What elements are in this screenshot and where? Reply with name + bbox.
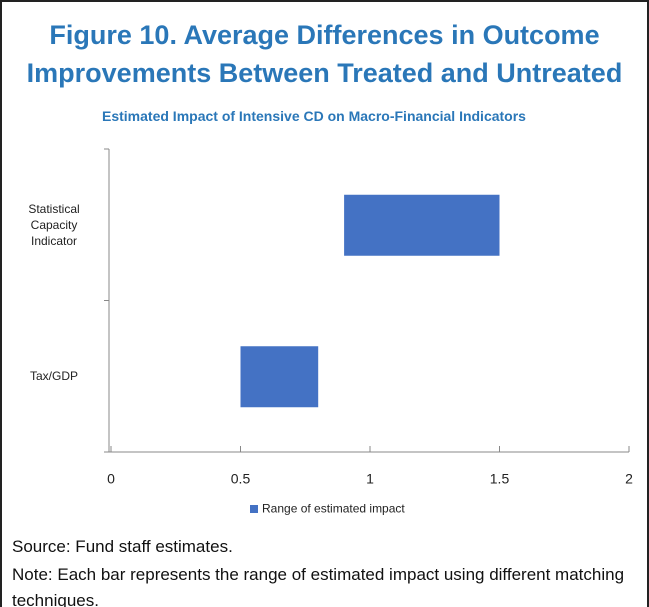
- x-tick-label: 1: [366, 471, 374, 487]
- x-tick-label: 0: [107, 471, 115, 487]
- range-bar: [344, 194, 500, 256]
- x-tick-label: 1.5: [490, 471, 510, 487]
- note: Note: Each bar represents the range of e…: [12, 565, 625, 607]
- range-bar: [240, 346, 319, 408]
- y-tick-label: Tax/GDP: [29, 369, 78, 384]
- legend-label: Range of estimated impact: [262, 502, 405, 516]
- x-tick-label: 2: [625, 471, 633, 487]
- y-tick-label: Statistical Capacity Indicator: [28, 201, 80, 248]
- chart-subtitle: Estimated Impact of Intensive CD on Macr…: [102, 108, 526, 124]
- source-note: Source: Fund staff estimates.: [12, 537, 233, 556]
- x-tick-label: 0.5: [231, 471, 251, 487]
- chart-title: Figure 10. Average Differences in Outcom…: [26, 20, 623, 88]
- legend-swatch: [250, 505, 258, 513]
